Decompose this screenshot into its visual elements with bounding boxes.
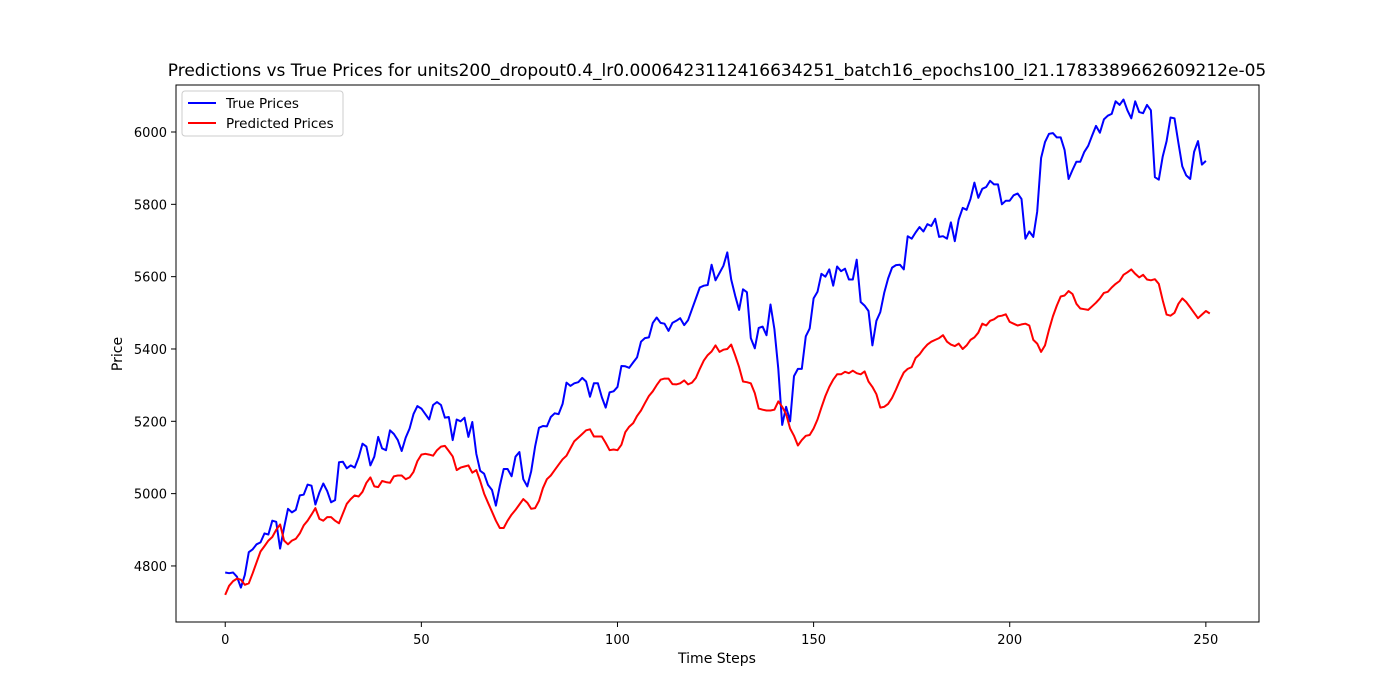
y-axis-label: Price bbox=[110, 337, 126, 371]
x-tick-label: 50 bbox=[413, 633, 430, 648]
x-tick-label: 100 bbox=[605, 633, 630, 648]
x-axis: 0 50 100 150 200 250 bbox=[221, 622, 1218, 648]
plot-frame bbox=[175, 84, 1260, 623]
legend: True Prices Predicted Prices bbox=[181, 90, 344, 137]
y-tick-label: 4800 bbox=[134, 560, 167, 575]
y-tick-label: 5200 bbox=[134, 415, 167, 430]
y-tick-label: 5000 bbox=[134, 488, 167, 503]
x-axis-label: Time Steps bbox=[677, 651, 756, 667]
x-tick-label: 0 bbox=[221, 633, 229, 648]
plot-lines bbox=[224, 98, 1211, 596]
chart-title: Predictions vs True Prices for units200_… bbox=[168, 61, 1266, 81]
x-tick-label: 150 bbox=[801, 633, 826, 648]
series-line-true-prices bbox=[225, 98, 1207, 589]
legend-label-predicted-prices: Predicted Prices bbox=[226, 116, 334, 132]
y-axis: 4800 5000 5200 5400 5600 5800 6000 bbox=[134, 126, 176, 575]
y-tick-label: 5600 bbox=[134, 271, 167, 286]
y-tick-label: 5400 bbox=[134, 343, 167, 358]
legend-label-true-prices: True Prices bbox=[225, 96, 299, 112]
y-tick-label: 6000 bbox=[134, 126, 167, 141]
x-tick-label: 200 bbox=[997, 633, 1022, 648]
series-line-predicted-prices bbox=[224, 268, 1211, 596]
legend-box bbox=[181, 90, 344, 137]
x-tick-label: 250 bbox=[1193, 633, 1218, 648]
y-tick-label: 5800 bbox=[134, 198, 167, 213]
